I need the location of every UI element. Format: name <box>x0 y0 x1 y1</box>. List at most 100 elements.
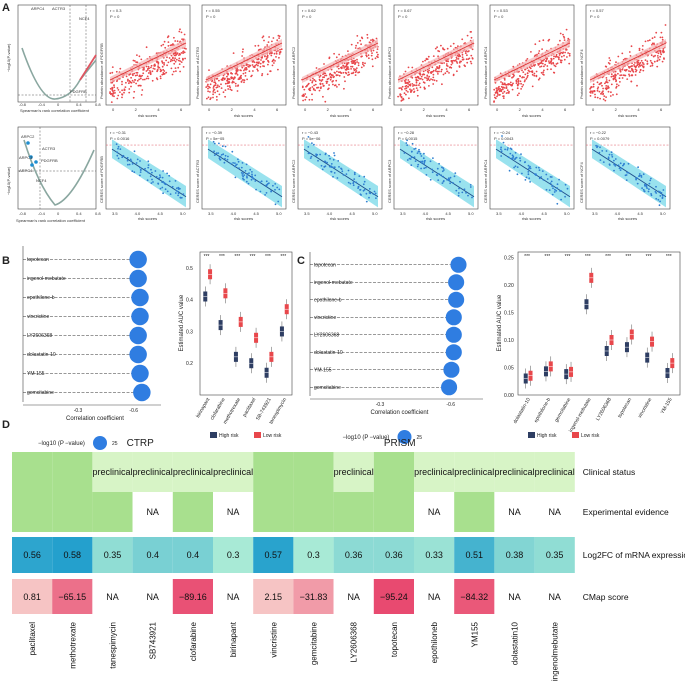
scatter-point <box>437 172 440 175</box>
scatter-point <box>116 154 119 157</box>
scatter-point <box>633 64 635 66</box>
scatter-point <box>596 89 599 92</box>
scatter-point <box>358 175 361 178</box>
scatter-point <box>170 67 173 70</box>
scatter-point <box>275 51 278 53</box>
box-category: dolastatin-10 <box>512 397 532 425</box>
scatter-xtick: 4.5 <box>445 211 451 216</box>
scatter-point <box>171 185 174 188</box>
scatter-point <box>441 182 444 185</box>
scatter-point <box>158 177 161 180</box>
scatter-point <box>619 74 622 77</box>
scatter-point <box>110 101 113 103</box>
scatter-point <box>410 156 413 159</box>
scatter-point <box>245 64 248 66</box>
scatter-point <box>530 51 532 53</box>
scatter-point <box>596 81 599 84</box>
scatter-point <box>642 63 645 65</box>
scatter-point <box>247 182 250 185</box>
scatter-point <box>264 55 266 58</box>
box-category: birinapant <box>195 396 211 419</box>
scatter-point <box>500 150 503 153</box>
scatter-point <box>438 65 441 67</box>
scatter-point <box>589 95 592 97</box>
scatter-point <box>212 93 215 96</box>
scatter-point <box>227 155 229 158</box>
scatter-point <box>605 85 608 87</box>
scatter-point <box>440 174 442 177</box>
scatter-point <box>147 77 150 80</box>
scatter-point <box>220 154 223 156</box>
scatter-point <box>445 68 448 70</box>
scatter-xtick: 6 <box>276 107 279 112</box>
scatter-point <box>163 182 166 184</box>
scatter-point <box>228 78 231 81</box>
scatter-point <box>535 75 538 78</box>
scatter-point <box>419 74 422 76</box>
scatter-r-value: r = −0.28 <box>398 130 415 135</box>
scatter-point <box>350 60 353 63</box>
scatter-point <box>403 80 406 82</box>
scatter-point <box>634 68 637 71</box>
scatter-point <box>130 85 132 88</box>
scatter-point <box>274 203 277 206</box>
scatter-point <box>135 61 138 64</box>
scatter-point <box>619 81 621 83</box>
scatter-point <box>234 162 236 165</box>
scatter-point <box>617 164 620 167</box>
scatter-ylabel: CERES score of ARPC3 <box>387 159 392 203</box>
scatter-point <box>533 74 536 77</box>
scatter-point <box>375 197 377 200</box>
scatter-point <box>400 100 403 102</box>
scatter-point <box>607 90 610 93</box>
scatter-point <box>251 171 253 173</box>
lollipop-dot <box>129 345 147 364</box>
scatter-xtick: 4 <box>349 107 352 112</box>
scatter-point <box>406 139 408 142</box>
scatter-point <box>136 54 138 56</box>
scatter-point <box>234 76 236 79</box>
scatter-point <box>333 84 336 87</box>
scatter-point <box>121 96 123 99</box>
scatter-point <box>448 72 450 74</box>
box-ytick: 0.10 <box>504 338 514 344</box>
scatter-point <box>207 83 209 86</box>
scatter-point <box>432 76 435 79</box>
scatter-point <box>130 81 132 84</box>
scatter-point <box>182 50 185 53</box>
scatter-point <box>658 204 661 207</box>
scatter-point <box>305 96 308 98</box>
scatter-point <box>275 52 278 55</box>
scatter-point <box>216 99 218 101</box>
scatter-point <box>249 64 252 67</box>
scatter-point <box>520 82 522 85</box>
scatter-point <box>242 175 245 178</box>
scatter-point <box>330 76 333 79</box>
scatter-point <box>419 86 422 89</box>
scatter-point <box>161 186 164 189</box>
scatter-point <box>601 91 603 94</box>
scatter-point <box>454 59 457 62</box>
lollipop-dot <box>131 288 149 307</box>
heatmap-column-label: YM155 <box>470 621 479 647</box>
scatter-point <box>591 90 594 93</box>
heatmap-cell-evidence <box>534 492 575 532</box>
scatter-point <box>550 57 553 60</box>
scatter-point <box>519 75 521 77</box>
scatter-point <box>111 89 114 91</box>
scatter-point <box>642 69 645 72</box>
scatter-point <box>611 154 613 156</box>
scatter-xtick: 4.5 <box>349 211 355 216</box>
scatter-point <box>613 163 616 166</box>
scatter-point <box>551 185 554 188</box>
scatter-point <box>409 158 412 160</box>
scatter-point <box>149 73 152 76</box>
scatter-point <box>524 161 527 163</box>
scatter-point <box>159 77 162 80</box>
scatter-point <box>311 93 313 96</box>
lollipop-dot <box>448 291 465 308</box>
scatter-point <box>324 152 327 155</box>
scatter-point <box>127 82 130 85</box>
